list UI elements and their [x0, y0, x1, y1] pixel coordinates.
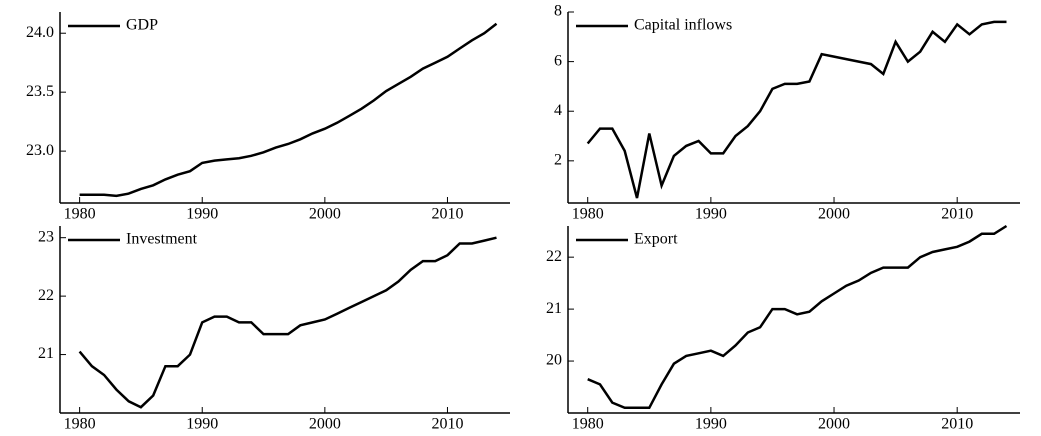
- y-tick-label: 4: [554, 102, 562, 119]
- x-tick-label: 2000: [818, 206, 850, 223]
- x-tick-label: 1990: [186, 206, 218, 223]
- y-tick-label: 2: [554, 152, 562, 169]
- x-tick-label: 2000: [309, 416, 341, 433]
- y-tick-label: 23.0: [26, 142, 54, 159]
- x-tick-label: 1990: [695, 206, 727, 223]
- y-tick-label: 22: [546, 248, 562, 265]
- x-tick-label: 1990: [695, 416, 727, 433]
- line: [587, 224, 1008, 410]
- y-tick-label: 23: [38, 228, 54, 245]
- y-tick-label: 24.0: [26, 24, 54, 41]
- x-tick-label: 2000: [818, 416, 850, 433]
- legend-label: Export: [634, 231, 678, 248]
- y-tick-label: 8: [554, 3, 562, 20]
- y-tick-label: 6: [554, 52, 562, 69]
- x-tick-label: 2010: [431, 416, 463, 433]
- x-tick-label: 2010: [941, 416, 973, 433]
- legend-label: Capital inflows: [634, 17, 732, 34]
- x-tick-label: 1980: [64, 206, 96, 223]
- y-tick-label: 22: [38, 287, 54, 304]
- x-tick-label: 2010: [431, 206, 463, 223]
- x-tick-label: 1980: [64, 416, 96, 433]
- x-tick-label: 1980: [572, 416, 604, 433]
- line: [79, 22, 498, 198]
- legend-label: Investment: [126, 231, 198, 248]
- y-tick-label: 21: [38, 345, 54, 362]
- x-tick-label: 1980: [572, 206, 604, 223]
- line: [78, 236, 497, 409]
- y-tick-label: 23.5: [26, 83, 54, 100]
- line: [586, 20, 1007, 199]
- legend-label: GDP: [126, 17, 158, 34]
- x-tick-label: 2000: [309, 206, 341, 223]
- x-tick-label: 1990: [186, 416, 218, 433]
- y-tick-label: 21: [546, 300, 562, 317]
- x-tick-label: 2010: [941, 206, 973, 223]
- y-tick-label: 20: [546, 352, 562, 369]
